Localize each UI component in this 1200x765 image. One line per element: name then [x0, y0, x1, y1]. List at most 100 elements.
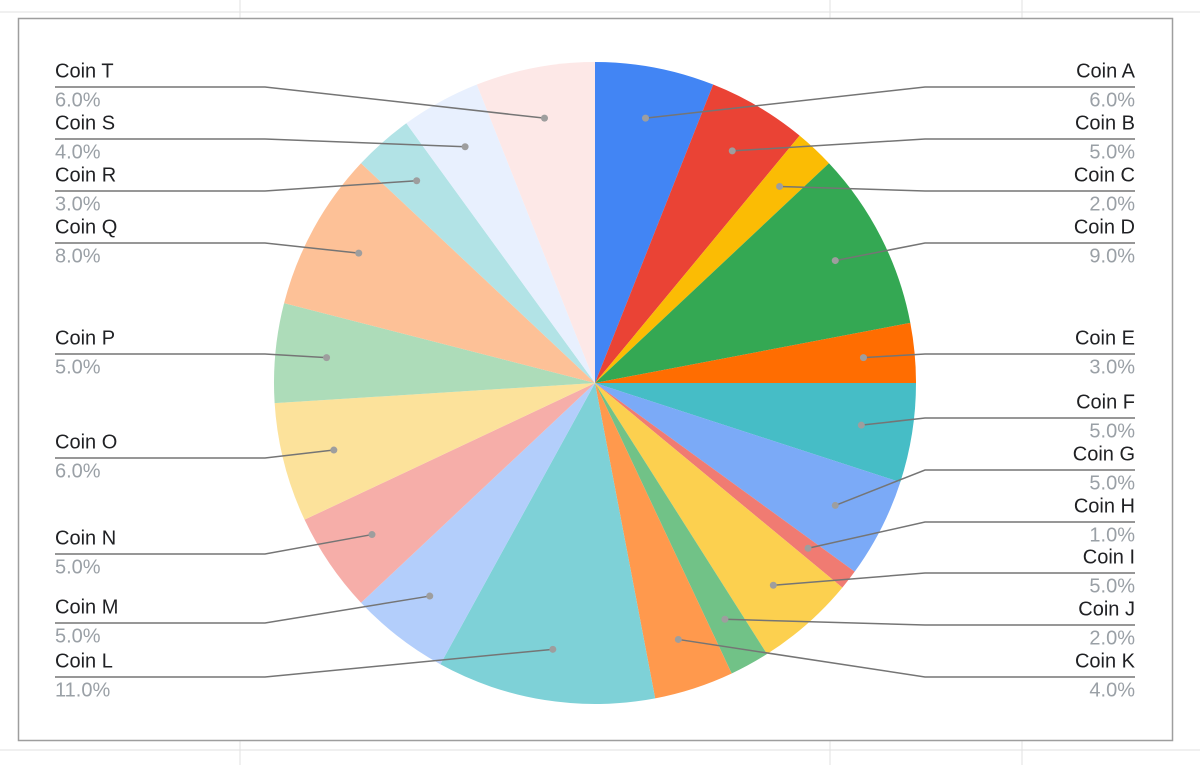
leader-dot	[776, 182, 784, 190]
leader-line	[779, 185, 1135, 192]
leader-line	[678, 638, 1135, 678]
pie-slice	[595, 322, 916, 383]
pie-slice	[274, 303, 595, 404]
leader-line	[55, 86, 545, 119]
leader-line	[55, 179, 417, 192]
pie-slice	[595, 383, 901, 572]
leader-dot	[674, 635, 682, 643]
leader-dot	[426, 592, 434, 600]
leader-dot	[857, 421, 865, 429]
slice-value-label: 4.0%	[1089, 679, 1135, 701]
leader-line	[835, 242, 1135, 262]
slice-value-label: 5.0%	[1089, 141, 1135, 163]
pie-slice	[274, 383, 595, 520]
pie-slice	[595, 383, 768, 674]
slice-label: Coin F	[1076, 391, 1135, 413]
leader-line	[55, 353, 327, 359]
leader-dot	[355, 249, 363, 257]
leader-line	[863, 353, 1135, 359]
slice-value-label: 5.0%	[1089, 575, 1135, 597]
pie-slice	[595, 84, 800, 383]
slice-label: Coin L	[55, 650, 113, 672]
slice-value-label: 5.0%	[1089, 472, 1135, 494]
slice-value-label: 6.0%	[55, 89, 101, 111]
pie-slice	[595, 62, 714, 383]
slice-value-label: 9.0%	[1089, 245, 1135, 267]
slice-value-label: 11.0%	[55, 679, 110, 701]
pie-slice	[361, 383, 595, 665]
slice-label: Coin O	[55, 431, 117, 453]
pie-slice	[595, 383, 732, 699]
slice-value-label: 8.0%	[55, 245, 101, 267]
slice-label: Coin H	[1074, 495, 1135, 517]
slice-label: Coin P	[55, 327, 115, 349]
leader-line	[55, 648, 553, 678]
slice-label: Coin B	[1075, 112, 1135, 134]
slice-value-label: 2.0%	[1089, 193, 1135, 215]
slice-value-label: 2.0%	[1089, 627, 1135, 649]
leader-dot	[413, 177, 421, 185]
leader-line	[773, 572, 1135, 587]
slice-value-label: 4.0%	[55, 141, 101, 163]
leader-dot	[461, 143, 469, 151]
slice-value-label: 5.0%	[55, 356, 101, 378]
slice-label: Coin K	[1075, 650, 1136, 672]
slice-value-label: 3.0%	[1089, 356, 1135, 378]
leader-dot	[368, 531, 376, 539]
slice-label: Coin R	[55, 164, 116, 186]
pie-slice	[406, 84, 595, 383]
pie-slice	[595, 163, 911, 383]
pie-slice	[440, 383, 656, 704]
pie-slice	[595, 383, 843, 655]
slice-value-label: 5.0%	[1089, 420, 1135, 442]
leader-dot	[549, 645, 557, 653]
leader-line	[732, 138, 1135, 152]
leader-line	[55, 138, 466, 148]
leader-dot	[804, 544, 812, 552]
leader-line	[834, 469, 1135, 507]
slice-value-label: 6.0%	[55, 460, 101, 482]
slice-label: Coin S	[55, 112, 115, 134]
slice-label: Coin T	[55, 60, 114, 82]
leader-dot	[642, 114, 650, 122]
leader-line	[55, 242, 359, 254]
slice-label: Coin Q	[55, 216, 117, 238]
pie-slice	[284, 163, 595, 383]
leader-dot	[831, 257, 839, 265]
leader-line	[724, 618, 1135, 626]
slice-label: Coin J	[1078, 598, 1135, 620]
slice-value-label: 5.0%	[55, 625, 101, 647]
slice-label: Coin G	[1073, 443, 1135, 465]
slice-label: Coin C	[1074, 164, 1135, 186]
leader-dot	[769, 581, 777, 589]
pie-slice	[595, 135, 829, 383]
leader-line	[55, 595, 430, 624]
leader-line	[55, 449, 334, 459]
leader-dot	[831, 501, 839, 509]
leader-dot	[721, 615, 729, 623]
leader-dot	[330, 446, 338, 454]
slice-label: Coin A	[1076, 60, 1136, 82]
leader-line	[807, 521, 1135, 549]
slice-value-label: 1.0%	[1089, 524, 1135, 546]
leader-dot	[323, 354, 331, 362]
leader-line	[55, 533, 373, 555]
slice-value-label: 6.0%	[1089, 89, 1135, 111]
pie-slice	[361, 123, 595, 383]
leader-line	[645, 86, 1135, 119]
pie-slice	[476, 62, 595, 383]
slice-label: Coin D	[1074, 216, 1135, 238]
slice-label: Coin E	[1075, 327, 1135, 349]
slice-value-label: 3.0%	[55, 193, 101, 215]
slice-value-label: 5.0%	[55, 556, 101, 578]
pie-slice	[595, 383, 916, 483]
slice-label: Coin N	[55, 527, 116, 549]
leader-dot	[540, 114, 548, 122]
leader-dot	[859, 354, 867, 362]
pie-slice	[595, 383, 855, 588]
pie-slice	[304, 383, 595, 603]
slice-label: Coin M	[55, 596, 118, 618]
slice-label: Coin I	[1083, 546, 1135, 568]
